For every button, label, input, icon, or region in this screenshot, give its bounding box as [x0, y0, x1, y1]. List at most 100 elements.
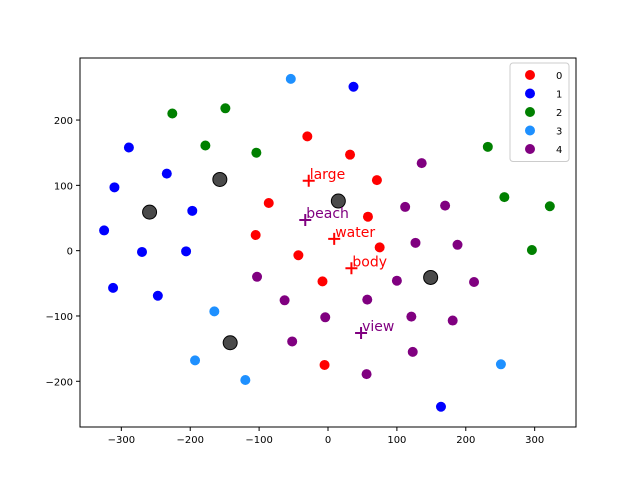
x-tick-label-4: 100	[387, 435, 406, 446]
legend-label-4: 4	[556, 145, 562, 156]
point-series-0-9	[319, 359, 330, 370]
annotation-label-4: view	[362, 319, 394, 335]
y-tick-label-4: 200	[54, 116, 73, 127]
point-series-2-7	[526, 245, 537, 256]
annotation-3: body	[345, 254, 387, 275]
y-tick-label-2: 0	[67, 247, 73, 258]
y-axis: −200 −100 0 100 200	[46, 116, 80, 388]
legend-marker-3	[525, 125, 535, 136]
annotation-1: beach	[299, 206, 349, 226]
legend-marker-2	[525, 107, 535, 117]
point-series-1-9	[152, 290, 163, 301]
legend-box	[509, 62, 570, 162]
point-series-1-2	[161, 168, 172, 179]
annotation-2: water	[328, 225, 375, 245]
x-tick-label-0: −300	[108, 435, 135, 446]
legend-marker-4	[525, 144, 535, 154]
point-series-4-1	[400, 201, 411, 212]
point-series-4-14	[407, 346, 418, 357]
point-series-4-8	[279, 295, 290, 306]
point-series-4-2	[440, 200, 451, 211]
point-series-0-3	[263, 197, 274, 208]
annotation-marker-0	[302, 174, 315, 187]
point-series-1-4	[187, 205, 198, 216]
annotation-layer: large beach water body view	[299, 167, 394, 339]
point-series-1-6	[137, 246, 147, 257]
point-series-0-4	[362, 211, 373, 222]
point-series-3-2	[190, 355, 201, 366]
annotation-4: view	[355, 319, 394, 339]
plot-frame	[79, 57, 577, 428]
y-tick-label-1: −100	[46, 312, 73, 323]
point-series-2-2	[200, 140, 211, 151]
legend-label-3: 3	[556, 127, 562, 138]
point-series-1-1	[123, 142, 134, 153]
x-tick-label-2: −100	[245, 435, 272, 446]
point-series-4-13	[287, 336, 298, 347]
legend-label-2: 2	[556, 108, 562, 119]
point-series-0-2	[371, 175, 382, 186]
y-tick-label-0: −200	[46, 377, 73, 388]
point-series-3-3	[240, 374, 251, 385]
annotation-marker-4	[355, 326, 368, 339]
y-tick-label-3: 100	[54, 181, 73, 192]
point-series-4-4	[452, 239, 463, 250]
x-tick-label-6: 300	[525, 435, 544, 446]
point-series-2-5	[499, 192, 510, 203]
point-series-3-4	[495, 359, 506, 370]
point-series-1-7	[181, 246, 192, 257]
legend-label-0: 0	[556, 71, 562, 82]
centroid-0	[212, 171, 228, 187]
point-series-2-1	[220, 103, 231, 114]
point-series-4-10	[320, 312, 331, 323]
centroid-3	[423, 269, 439, 285]
point-series-2-6	[544, 201, 555, 212]
point-series-4-15	[361, 369, 372, 380]
point-series-3-1	[209, 306, 220, 317]
legend-label-1: 1	[556, 90, 562, 101]
point-series-0-8	[317, 276, 328, 287]
legend: 0 1 2 3 4	[509, 62, 570, 162]
centroid-2	[142, 204, 158, 220]
point-series-4-5	[252, 271, 263, 282]
point-series-4-9	[362, 294, 373, 305]
point-series-1-10	[435, 401, 446, 412]
point-series-0-1	[345, 149, 356, 160]
legend-marker-0	[525, 70, 535, 80]
point-series-4-0	[416, 158, 427, 169]
x-tick-label-5: 200	[456, 435, 475, 446]
legend-marker-1	[525, 88, 535, 99]
point-series-0-0	[302, 131, 313, 142]
point-series-0-7	[293, 250, 304, 261]
annotation-label-0: large	[310, 167, 345, 183]
point-series-4-6	[391, 275, 402, 286]
x-tick-label-3: 0	[325, 435, 331, 446]
annotation-0: large	[302, 167, 345, 187]
point-series-2-3	[251, 147, 262, 158]
centroid-4	[222, 335, 238, 351]
point-series-1-0	[348, 81, 359, 92]
annotation-label-3: body	[352, 254, 387, 270]
annotation-label-2: water	[335, 225, 375, 241]
annotation-marker-3	[345, 262, 358, 275]
point-series-0-5	[250, 229, 261, 240]
annotation-marker-1	[299, 213, 312, 226]
annotation-label-1: beach	[306, 206, 349, 222]
point-series-4-11	[406, 311, 417, 322]
point-series-4-3	[410, 237, 421, 248]
annotation-marker-2	[328, 232, 341, 245]
point-series-2-4	[482, 141, 493, 152]
point-series-2-0	[167, 108, 178, 119]
centroid-layer	[142, 171, 439, 351]
points-layer	[99, 73, 555, 412]
point-series-0-6	[374, 242, 385, 253]
x-axis: −300 −200 −100 0 100 200 300	[108, 427, 544, 446]
centroid-1	[330, 193, 346, 209]
x-tick-label-1: −200	[176, 435, 203, 446]
point-series-4-12	[447, 315, 458, 326]
point-series-1-5	[99, 225, 110, 236]
point-series-3-0	[285, 73, 296, 84]
point-series-4-7	[469, 277, 480, 288]
point-series-1-3	[109, 182, 120, 193]
